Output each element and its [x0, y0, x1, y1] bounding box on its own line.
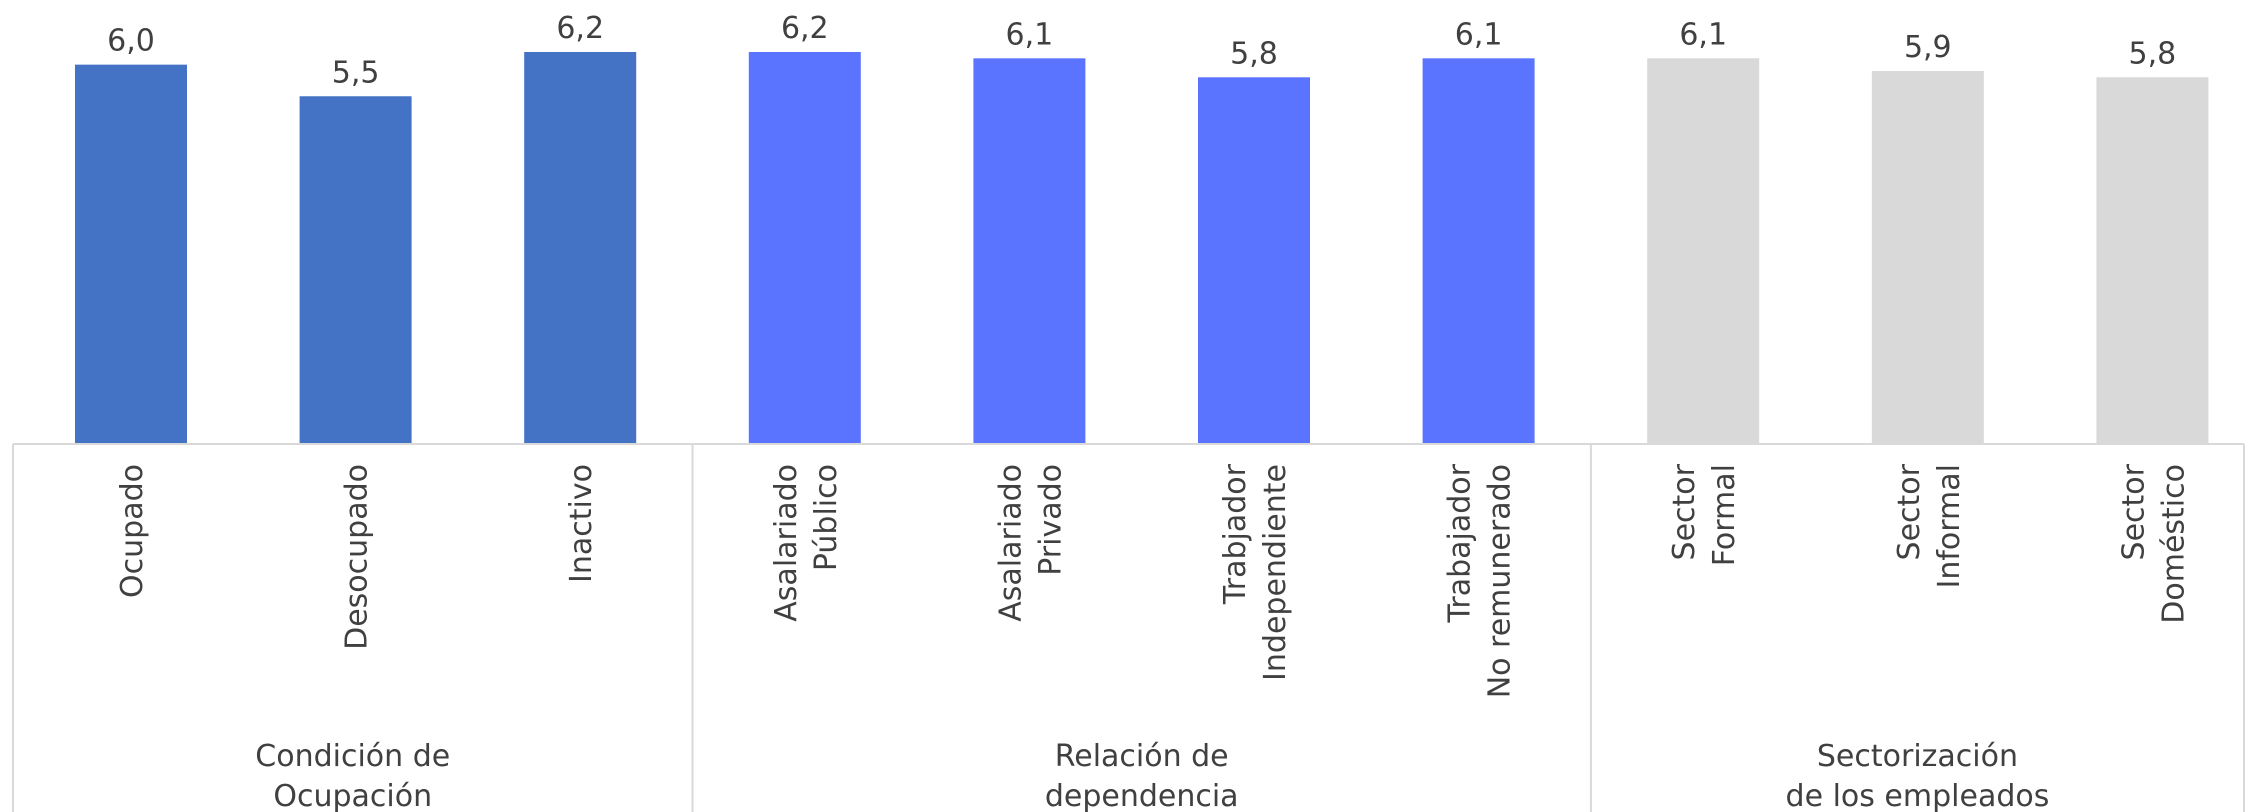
bar [2096, 77, 2209, 445]
category-label: Informal [1932, 464, 1967, 589]
bar [1871, 70, 1984, 444]
category-label: Asalariado [993, 464, 1028, 622]
group-label: Ocupación [273, 779, 432, 812]
bar [75, 64, 187, 444]
bar [299, 96, 412, 445]
bar [1647, 58, 1760, 445]
data-label: 5,5 [332, 55, 380, 90]
data-label: 5,8 [2129, 36, 2177, 71]
category-label: Público [809, 464, 844, 571]
group-label: Sectorización [1817, 739, 2018, 774]
data-label: 6,1 [1679, 17, 1727, 52]
category-label: Ocupado [115, 464, 150, 598]
group-label: dependencia [1045, 779, 1239, 812]
category-label: Independiente [1258, 464, 1293, 681]
group-label: de los empleados [1786, 779, 2050, 812]
data-label: 6,2 [556, 11, 604, 46]
category-label: Inactivo [564, 464, 599, 583]
bar [748, 52, 861, 444]
category-label: No remunerado [1483, 464, 1518, 698]
category-label: Sector [2116, 463, 2151, 560]
group-label: Relación de [1055, 739, 1229, 774]
data-label: 5,8 [1230, 36, 1278, 71]
group-label: Condición de [255, 739, 450, 774]
category-label: Asalariado [769, 464, 804, 622]
data-label: 6,1 [1006, 17, 1054, 52]
category-label: Desocupado [340, 464, 375, 650]
category-label: Doméstico [2156, 464, 2191, 624]
bar [524, 52, 637, 444]
category-label: Trabajador [1443, 463, 1478, 623]
bar [1198, 77, 1310, 445]
data-label: 6,0 [107, 24, 155, 59]
category-label: Trabjador [1218, 463, 1253, 605]
category-label: Sector [1892, 463, 1927, 560]
data-label: 5,9 [1904, 30, 1952, 65]
category-label: Formal [1707, 464, 1742, 566]
data-label: 6,2 [781, 11, 829, 46]
bar [1422, 58, 1535, 445]
bar [973, 58, 1086, 445]
data-label: 6,1 [1455, 17, 1503, 52]
category-label: Sector [1667, 463, 1702, 560]
category-label: Privado [1033, 464, 1068, 576]
